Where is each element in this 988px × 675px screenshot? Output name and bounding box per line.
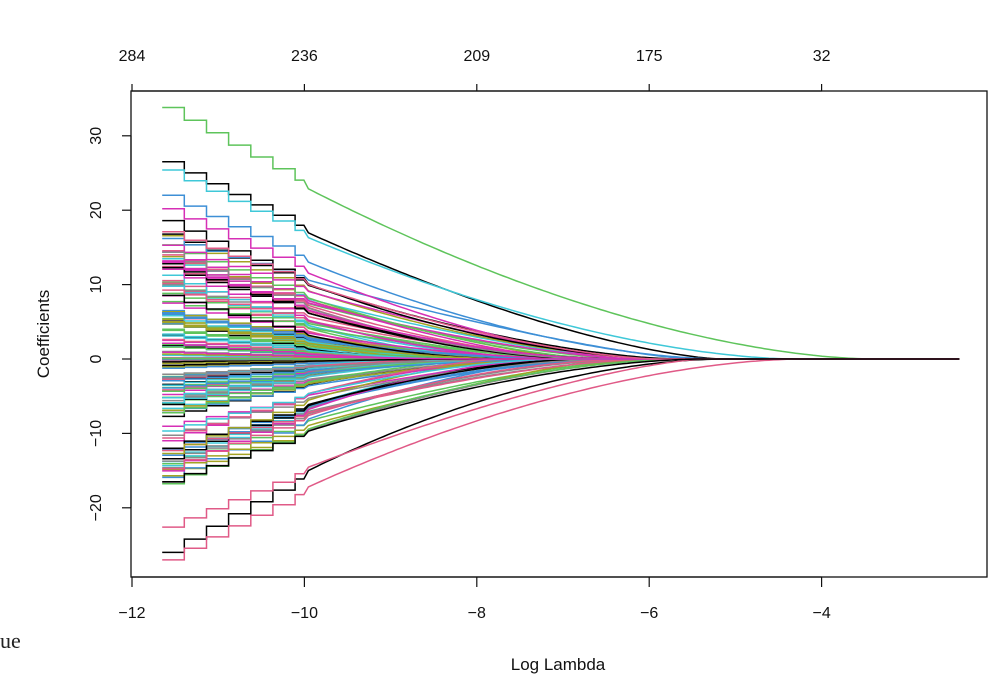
y-tick-label: 20 bbox=[88, 201, 105, 219]
coefficient-path bbox=[162, 261, 960, 360]
top-axis-label: 284 bbox=[119, 48, 146, 65]
x-tick-label: −12 bbox=[118, 605, 145, 622]
y-tick-label: 0 bbox=[88, 354, 105, 363]
y-tick-label: −20 bbox=[88, 494, 105, 521]
top-axis-label: 209 bbox=[463, 48, 490, 65]
x-tick-label: −4 bbox=[812, 605, 830, 622]
x-tick-label: −8 bbox=[468, 605, 486, 622]
coefficient-path bbox=[162, 261, 960, 360]
coefficient-path bbox=[162, 106, 960, 360]
x-tick-label: −10 bbox=[291, 605, 318, 622]
coefficient-path bbox=[162, 358, 960, 483]
y-tick-label: −10 bbox=[88, 420, 105, 447]
x-tick-label: −6 bbox=[640, 605, 658, 622]
y-axis-title: Coefficients bbox=[34, 290, 53, 379]
top-axis-label: 32 bbox=[813, 48, 831, 65]
top-axis-label: 236 bbox=[291, 48, 318, 65]
y-tick-label: 30 bbox=[88, 127, 105, 145]
top-axis-label: 175 bbox=[636, 48, 663, 65]
coefficient-path bbox=[162, 261, 960, 360]
axes: −12 −10 −8 −6 −4 284 236 209 175 32 −20 −10 0 10 20 30 bbox=[88, 48, 831, 622]
coefficient-path bbox=[162, 161, 960, 360]
x-axis-title: Log Lambda bbox=[511, 655, 606, 674]
page-text-fragment: ue bbox=[0, 628, 21, 653]
y-tick-label: 10 bbox=[88, 276, 105, 294]
coefficient-paths bbox=[162, 106, 960, 561]
